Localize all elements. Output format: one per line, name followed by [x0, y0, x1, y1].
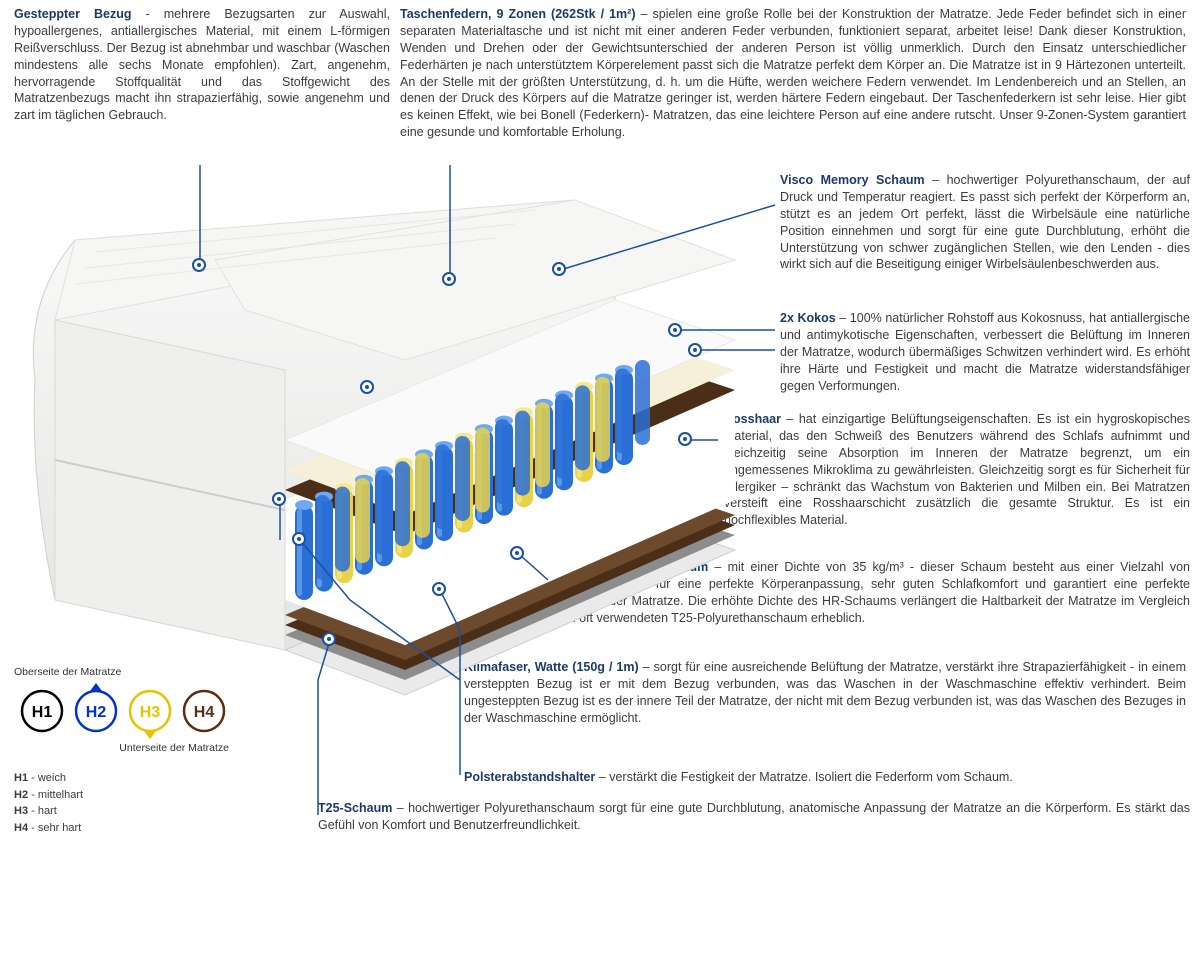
title-t25: T25-Schaum	[318, 801, 392, 815]
legend-name: sehr hart	[38, 822, 81, 834]
legend-name: hart	[38, 805, 57, 817]
body-t25: hochwertiger Polyurethanschaum sorgt für…	[318, 801, 1190, 832]
body-polster: verstärkt die Festigkeit der Matratze. I…	[609, 770, 1013, 784]
legend-code: H4	[14, 822, 28, 834]
section-cover: Gesteppter Bezug - mehrere Bezugsarten z…	[14, 6, 390, 124]
section-t25: T25-Schaum – hochwertiger Polyurethansch…	[318, 800, 1190, 834]
legend-name: mittelhart	[38, 789, 83, 801]
svg-text:H3: H3	[140, 704, 161, 721]
section-polster: Polsterabstandshalter – verstärkt die Fe…	[464, 769, 1186, 786]
callout-dot	[442, 272, 456, 286]
callout-dot	[192, 258, 206, 272]
legend-keys: H1 - weich H2 - mittelhart H3 - hart H4 …	[14, 770, 83, 836]
mattress-illustration	[15, 180, 775, 700]
section-rosshaar: Rosshaar – hat einzigartige Belüftungsei…	[724, 411, 1190, 529]
callout-dot	[678, 432, 692, 446]
body-visco: hochwertiger Polyurethanschaum, der auf …	[780, 173, 1190, 271]
body-springs: spielen eine große Rolle bei der Konstru…	[400, 7, 1186, 139]
sep: –	[392, 801, 408, 815]
sep: –	[781, 412, 799, 426]
callout-dot	[552, 262, 566, 276]
sep: –	[595, 770, 609, 784]
callout-dot	[668, 323, 682, 337]
legend-code: H2	[14, 789, 28, 801]
para-cover: Gesteppter Bezug - mehrere Bezugsarten z…	[14, 6, 390, 124]
body-rosshaar: hat einzigartige Belüftungseigenschaften…	[724, 412, 1190, 527]
callout-dot	[292, 532, 306, 546]
section-springs: Taschenfedern, 9 Zonen (262Stk / 1m²) – …	[400, 6, 1186, 141]
svg-text:H1: H1	[32, 704, 53, 721]
legend-key: H1 - weich	[14, 770, 83, 787]
sep: –	[836, 311, 850, 325]
title-visco: Visco Memory Schaum	[780, 173, 925, 187]
callout-dot	[432, 582, 446, 596]
title-cover: Gesteppter Bezug	[14, 7, 132, 21]
callout-dot	[688, 343, 702, 357]
legend-bottom-label: Unterseite der Matratze	[14, 741, 229, 755]
sep: –	[635, 7, 652, 21]
para-springs: Taschenfedern, 9 Zonen (262Stk / 1m²) – …	[400, 6, 1186, 141]
body-cover: mehrere Bezugsarten zur Auswahl, hypoall…	[14, 7, 390, 122]
section-visco: Visco Memory Schaum – hochwertiger Polyu…	[780, 172, 1190, 273]
legend-key: H4 - sehr hart	[14, 820, 83, 837]
callout-dot	[322, 632, 336, 646]
section-kokos: 2x Kokos – 100% natürlicher Rohstoff aus…	[780, 310, 1190, 394]
title-kokos: 2x Kokos	[780, 311, 836, 325]
title-springs: Taschenfedern, 9 Zonen (262Stk / 1m²)	[400, 7, 635, 21]
legend-circles: H1 H2 H3 H4	[14, 681, 244, 739]
legend-key: H3 - hart	[14, 803, 83, 820]
hardness-legend: Oberseite der Matratze H1 H2 H3 H4 Unter…	[14, 665, 284, 755]
legend-key: H2 - mittelhart	[14, 787, 83, 804]
callout-dot	[360, 380, 374, 394]
sep: -	[132, 7, 164, 21]
legend-name: weich	[38, 772, 66, 784]
svg-text:H2: H2	[86, 704, 107, 721]
sep: –	[925, 173, 947, 187]
svg-text:H4: H4	[194, 704, 215, 721]
legend-code: H3	[14, 805, 28, 817]
title-polster: Polsterabstandshalter	[464, 770, 595, 784]
legend-top-label: Oberseite der Matratze	[14, 665, 284, 679]
callout-dot	[272, 492, 286, 506]
legend-code: H1	[14, 772, 28, 784]
callout-dot	[510, 546, 524, 560]
